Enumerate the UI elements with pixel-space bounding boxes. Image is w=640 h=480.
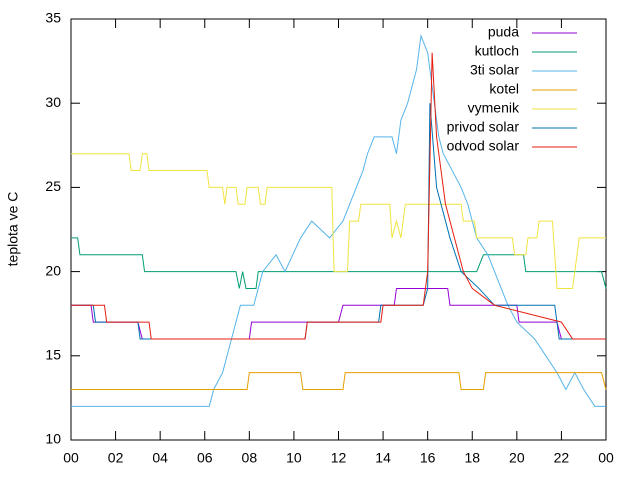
- series-line: [71, 287, 606, 340]
- x-tick-label: 00: [598, 450, 614, 466]
- legend-label: kotel: [489, 81, 519, 97]
- x-tick-label: 10: [286, 450, 302, 466]
- series-line: [71, 103, 606, 340]
- y-tick-label: 15: [45, 347, 61, 363]
- x-tick-label: 04: [152, 450, 168, 466]
- x-tick-label: 08: [242, 450, 258, 466]
- x-tick-label: 06: [197, 450, 213, 466]
- x-tick-label: 12: [331, 450, 347, 466]
- x-tick-label: 18: [464, 450, 480, 466]
- plot-frame: [70, 18, 607, 441]
- series-line: [71, 52, 606, 340]
- x-tick-label: 16: [420, 450, 436, 466]
- series-line: [71, 372, 607, 390]
- y-tick-label: 30: [45, 94, 61, 110]
- legend-label: puda: [488, 24, 519, 40]
- series-line: [71, 153, 606, 289]
- legend-label: 3ti solar: [470, 62, 519, 78]
- series-line: [71, 237, 607, 289]
- y-axis-label: teplota ve C: [5, 192, 21, 267]
- y-tick-label: 20: [45, 262, 61, 278]
- legend-label: vymenik: [468, 100, 520, 116]
- x-tick-label: 22: [554, 450, 570, 466]
- legend-label: privod solar: [447, 119, 520, 135]
- x-tick-label: 20: [509, 450, 525, 466]
- y-tick-label: 35: [45, 10, 61, 26]
- series-line: [71, 33, 606, 407]
- legend-label: odvod solar: [447, 138, 520, 154]
- x-tick-label: 02: [108, 450, 124, 466]
- x-tick-label: 00: [63, 450, 79, 466]
- x-tick-label: 14: [375, 450, 391, 466]
- y-tick-label: 10: [45, 431, 61, 447]
- y-tick-label: 25: [45, 178, 61, 194]
- legend-label: kutloch: [475, 43, 519, 59]
